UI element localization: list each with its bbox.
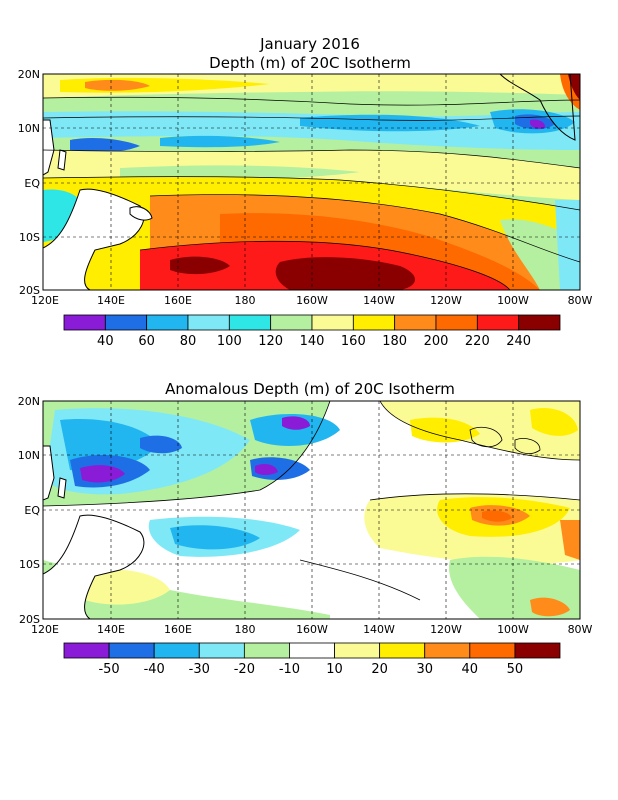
- top-xtick-80w: 80W: [568, 294, 593, 307]
- bottom-xtick-160w: 160W: [296, 623, 328, 636]
- bottom-colorbar: -50 -40 -30 -20 -10 10 20 30 40 50: [63, 642, 561, 677]
- bottom-colorbar-swatch: [108, 642, 155, 659]
- bottom-xtick-160e: 160E: [164, 623, 192, 636]
- top-colorbar-swatch: [518, 314, 561, 331]
- top-ytick-10n: 10N: [18, 122, 40, 135]
- top-y-axis: 20N 10N EQ 10S 20S: [18, 68, 41, 297]
- top-map-frame: [42, 73, 581, 291]
- top-colorbar-label: 240: [506, 334, 531, 349]
- top-ytick-10s: 10S: [19, 231, 40, 244]
- top-xtick-100w: 100W: [497, 294, 529, 307]
- top-colorbar-label: 200: [424, 334, 449, 349]
- top-colorbar-label: 80: [180, 334, 197, 349]
- top-colorbar-swatch: [270, 314, 313, 331]
- top-xtick-160e: 160E: [164, 294, 192, 307]
- top-xtick-140w: 140W: [363, 294, 395, 307]
- top-colorbar-swatch: [228, 314, 272, 331]
- bottom-colorbar-label: -40: [144, 662, 165, 677]
- top-x-axis: 120E 140E 160E 180 160W 140W 120W 100W 8…: [31, 294, 593, 307]
- bottom-colorbar-label: -50: [98, 662, 119, 677]
- top-ytick-20n: 20N: [18, 68, 40, 81]
- top-title-line2: Depth (m) of 20C Isotherm: [209, 54, 411, 72]
- bottom-colorbar-label: -10: [279, 662, 300, 677]
- top-colorbar-label: 140: [300, 334, 325, 349]
- top-colorbar-swatch: [394, 314, 437, 331]
- top-colorbar-label: 120: [258, 334, 283, 349]
- top-colorbar-swatch: [104, 314, 148, 331]
- top-ytick-20s: 20S: [19, 284, 40, 297]
- top-colorbar-label: 100: [217, 334, 242, 349]
- bottom-x-axis: 120E 140E 160E 180 160W 140W 120W 100W 8…: [31, 623, 593, 636]
- top-colorbar: 40 60 80 100 120 140 160 180 200 220 240: [63, 314, 561, 349]
- top-xtick-180: 180: [235, 294, 256, 307]
- bottom-xtick-80w: 80W: [568, 623, 593, 636]
- top-colorbar-label: 180: [382, 334, 407, 349]
- bottom-colorbar-swatch: [424, 642, 471, 659]
- top-xtick-140e: 140E: [97, 294, 125, 307]
- top-colorbar-label: 40: [97, 334, 114, 349]
- bottom-colorbar-swatch: [153, 642, 200, 659]
- bottom-colorbar-label: 10: [326, 662, 343, 677]
- top-xtick-120e: 120E: [31, 294, 59, 307]
- bottom-colorbar-label: 50: [507, 662, 524, 677]
- bottom-xtick-140w: 140W: [363, 623, 395, 636]
- bottom-title: Anomalous Depth (m) of 20C Isotherm: [165, 380, 455, 398]
- bottom-colorbar-label: 30: [416, 662, 433, 677]
- bottom-colorbar-label: -30: [189, 662, 210, 677]
- bottom-colorbar-swatch: [198, 642, 245, 659]
- top-colorbar-swatch: [146, 314, 189, 331]
- bottom-ytick-10s: 10S: [19, 558, 40, 571]
- top-ytick-eq: EQ: [24, 177, 40, 190]
- top-xtick-160w: 160W: [296, 294, 328, 307]
- bottom-xtick-180: 180: [235, 623, 256, 636]
- bottom-colorbar-label: 40: [462, 662, 479, 677]
- bottom-y-axis: 20N 10N EQ 10S 20S: [18, 395, 41, 626]
- bottom-colorbar-swatch: [334, 642, 381, 659]
- bottom-ytick-20n: 20N: [18, 395, 40, 408]
- bottom-colorbar-swatch: [469, 642, 516, 659]
- bottom-map-frame: [42, 400, 581, 620]
- bottom-colorbar-swatch: [514, 642, 561, 659]
- bottom-map-field: [43, 401, 580, 619]
- bottom-colorbar-label: 20: [371, 662, 388, 677]
- top-map-field: [43, 74, 580, 290]
- bottom-xtick-140e: 140E: [97, 623, 125, 636]
- bottom-xtick-120e: 120E: [31, 623, 59, 636]
- top-colorbar-swatch: [311, 314, 354, 331]
- top-colorbar-swatch: [352, 314, 396, 331]
- bottom-colorbar-swatch: [63, 642, 110, 659]
- bottom-colorbar-swatch: [379, 642, 426, 659]
- top-colorbar-label: 60: [138, 334, 155, 349]
- top-colorbar-label: 220: [465, 334, 490, 349]
- bottom-ytick-10n: 10N: [18, 449, 40, 462]
- top-colorbar-label: 160: [341, 334, 366, 349]
- top-colorbar-swatch: [476, 314, 520, 331]
- top-colorbar-swatch: [187, 314, 230, 331]
- bottom-colorbar-swatch: [243, 642, 290, 659]
- bottom-colorbar-label: -20: [234, 662, 255, 677]
- bottom-xtick-100w: 100W: [497, 623, 529, 636]
- top-colorbar-swatch: [435, 314, 478, 331]
- bottom-ytick-20s: 20S: [19, 613, 40, 626]
- top-colorbar-swatch: [63, 314, 106, 331]
- bottom-colorbar-swatch: [289, 642, 335, 659]
- top-panel: January 2016 Depth (m) of 20C Isotherm: [18, 35, 593, 349]
- top-title-line1: January 2016: [259, 35, 360, 53]
- top-xtick-120w: 120W: [430, 294, 462, 307]
- bottom-panel: Anomalous Depth (m) of 20C Isotherm: [18, 380, 593, 677]
- bottom-xtick-120w: 120W: [430, 623, 462, 636]
- bottom-ytick-eq: EQ: [24, 504, 40, 517]
